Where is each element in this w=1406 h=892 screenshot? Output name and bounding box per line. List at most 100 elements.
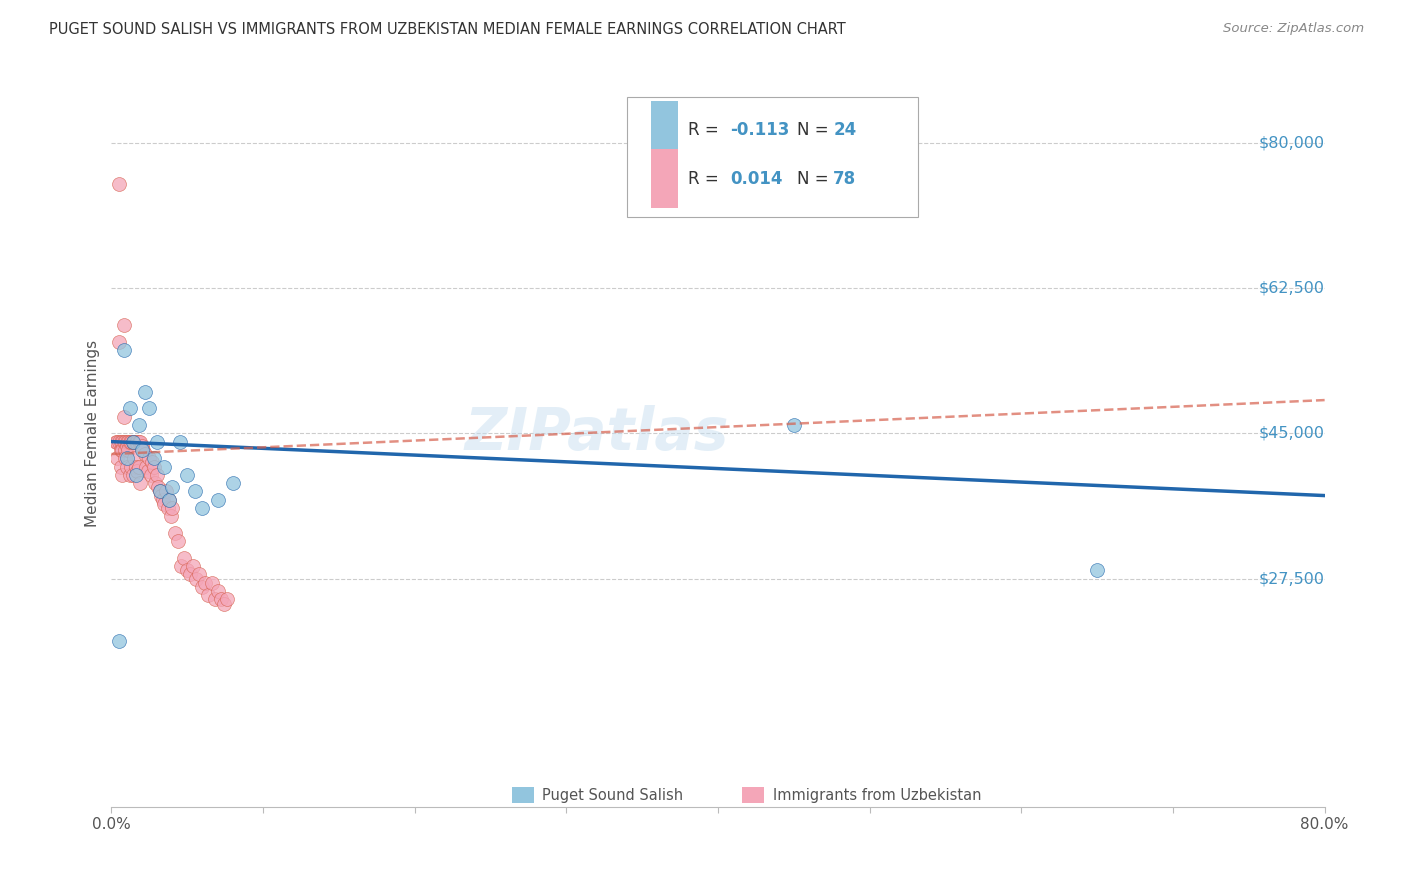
Point [127,434,149,449]
Point [1085,563,1108,577]
FancyBboxPatch shape [651,149,678,209]
Point [150,489,173,503]
Point [121,467,143,482]
Point [134,447,156,461]
Text: Immigrants from Uzbekistan: Immigrants from Uzbekistan [773,788,981,803]
Text: $80,000: $80,000 [1258,136,1324,150]
Point [110,459,132,474]
Point [155,484,177,499]
Point [131,439,153,453]
Point [200,575,222,590]
Text: N =: N = [797,121,834,139]
Point [121,434,143,449]
Text: R =: R = [688,121,724,139]
Point [157,492,180,507]
Point [120,434,142,449]
Point [191,580,214,594]
Point [141,455,163,469]
Point [215,592,238,607]
Point [124,467,146,482]
Point [131,442,153,457]
Point [194,575,217,590]
Point [153,459,176,474]
Point [108,633,131,648]
Point [112,409,135,424]
Point [118,401,141,416]
Point [112,343,135,358]
Point [149,484,172,499]
Point [156,501,179,516]
Point [153,497,176,511]
Text: Puget Sound Salish: Puget Sound Salish [543,788,683,803]
Point [160,501,183,516]
Point [115,434,138,449]
Point [107,451,129,466]
Point [112,434,135,449]
Point [136,464,159,478]
Point [142,451,165,466]
Point [181,559,204,574]
Point [128,417,150,432]
Point [139,467,162,482]
FancyBboxPatch shape [742,787,763,804]
Point [184,484,207,499]
Text: $45,000: $45,000 [1258,425,1324,441]
Point [117,442,139,457]
Point [204,592,226,607]
Point [191,501,214,516]
Point [145,476,167,491]
Point [152,492,174,507]
Point [129,434,152,449]
Point [129,476,152,491]
Point [111,434,134,449]
Point [135,459,157,474]
Point [134,384,156,399]
Point [128,434,150,449]
Point [176,467,198,482]
Point [146,467,169,482]
Point [179,567,201,582]
Y-axis label: Median Female Earnings: Median Female Earnings [86,340,100,527]
Point [114,442,136,457]
Point [159,509,181,524]
Point [124,459,146,474]
Text: $27,500: $27,500 [1258,571,1324,586]
Text: R =: R = [688,169,724,187]
Point [115,451,138,466]
Point [160,480,183,494]
Point [118,467,141,482]
Point [142,459,165,474]
Point [107,434,129,449]
Text: PUGET SOUND SALISH VS IMMIGRANTS FROM UZBEKISTAN MEDIAN FEMALE EARNINGS CORRELAT: PUGET SOUND SALISH VS IMMIGRANTS FROM UZ… [49,22,846,37]
Point [118,434,141,449]
Point [114,451,136,466]
Point [114,434,136,449]
Point [165,525,187,540]
Point [197,588,219,602]
Point [138,401,160,416]
Point [104,434,127,449]
Point [207,492,229,507]
Text: -0.113: -0.113 [730,121,790,139]
Point [188,567,211,582]
Point [120,459,142,474]
Point [176,563,198,577]
Point [127,464,149,478]
Point [108,177,131,191]
Point [110,434,132,449]
Point [122,451,145,466]
Point [115,439,138,453]
Point [222,476,245,491]
Point [111,467,134,482]
Text: 78: 78 [834,169,856,187]
Point [167,534,190,549]
Point [108,434,131,449]
Point [110,442,132,457]
Point [108,334,131,349]
Point [212,597,235,611]
Text: N =: N = [797,169,834,187]
Point [122,434,145,449]
FancyBboxPatch shape [651,101,678,161]
Point [209,592,232,607]
Point [157,492,180,507]
